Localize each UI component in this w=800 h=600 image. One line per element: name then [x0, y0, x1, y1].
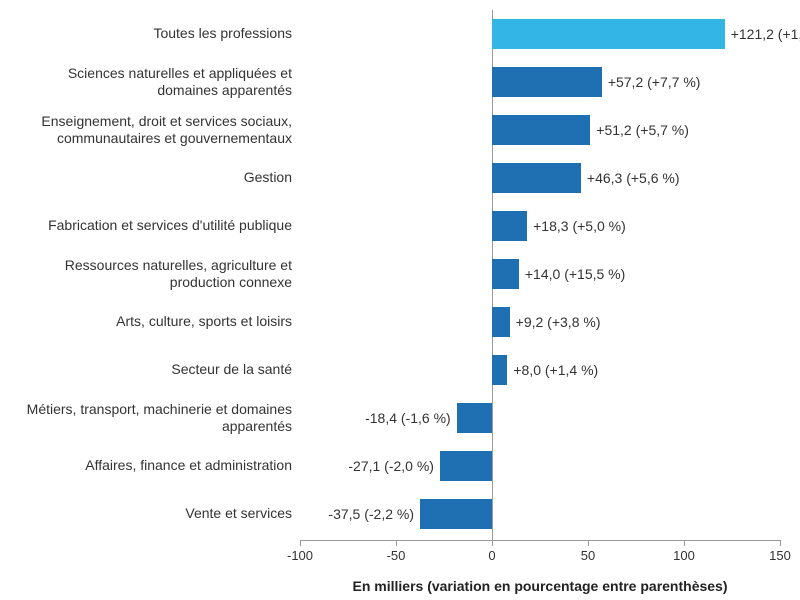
bar: [492, 19, 725, 49]
value-label: +9,2 (+3,8 %): [516, 307, 601, 337]
category-label: Gestion: [8, 154, 292, 202]
x-tick: [492, 540, 493, 546]
employment-change-chart: -100 -50 0 50 100 150 En milliers (variation e…: [0, 0, 800, 600]
x-axis-line: [300, 540, 780, 541]
value-label: +14,0 (+15,5 %): [525, 259, 625, 289]
bar: [492, 259, 519, 289]
value-label: +18,3 (+5,0 %): [533, 211, 626, 241]
category-label: Affaires, finance et administration: [8, 442, 292, 490]
x-tick: [684, 540, 685, 546]
x-tick-label: 0: [467, 548, 517, 563]
value-label: -37,5 (-2,2 %): [328, 499, 414, 529]
bar: [492, 163, 581, 193]
value-label: -18,4 (-1,6 %): [365, 403, 451, 433]
category-label: Enseignement, droit et services sociaux,…: [8, 106, 292, 154]
bar: [492, 355, 507, 385]
x-tick-label: -50: [371, 548, 421, 563]
bar: [492, 67, 602, 97]
category-label: Vente et services: [8, 490, 292, 538]
bar: [440, 451, 492, 481]
x-tick-label: 50: [563, 548, 613, 563]
bar: [492, 307, 510, 337]
bar: [420, 499, 492, 529]
x-tick-label: 150: [755, 548, 800, 563]
bar: [492, 211, 527, 241]
value-label: +57,2 (+7,7 %): [608, 67, 701, 97]
x-tick: [300, 540, 301, 546]
bar: [457, 403, 492, 433]
category-label: Ressources naturelles, agriculture et pr…: [8, 250, 292, 298]
value-label: +121,2 (+1,5 %): [731, 19, 800, 49]
category-label: Fabrication et services d'utilité publiq…: [8, 202, 292, 250]
category-label: Arts, culture, sports et loisirs: [8, 298, 292, 346]
x-tick: [588, 540, 589, 546]
category-label: Métiers, transport, machinerie et domain…: [8, 394, 292, 442]
x-tick-label: -100: [275, 548, 325, 563]
x-tick-label: 100: [659, 548, 709, 563]
category-label: Toutes les professions: [8, 10, 292, 58]
x-tick: [396, 540, 397, 546]
value-label: +46,3 (+5,6 %): [587, 163, 680, 193]
category-label: Sciences naturelles et appliquées et dom…: [8, 58, 292, 106]
x-axis-title: En milliers (variation en pourcentage en…: [300, 578, 780, 594]
value-label: +51,2 (+5,7 %): [596, 115, 689, 145]
x-tick: [780, 540, 781, 546]
category-label: Secteur de la santé: [8, 346, 292, 394]
value-label: +8,0 (+1,4 %): [513, 355, 598, 385]
bar: [492, 115, 590, 145]
value-label: -27,1 (-2,0 %): [348, 451, 434, 481]
